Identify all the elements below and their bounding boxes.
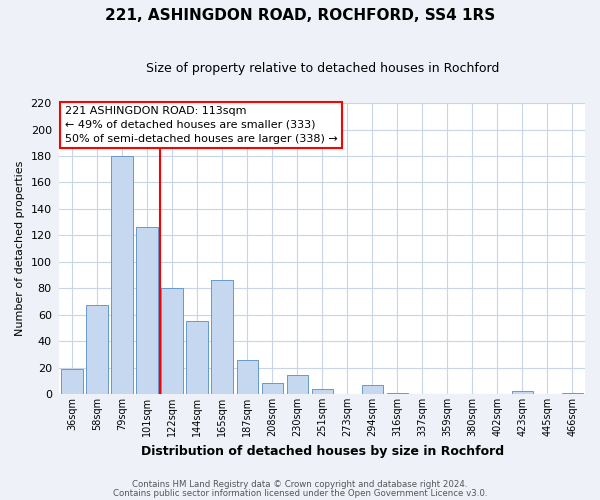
X-axis label: Distribution of detached houses by size in Rochford: Distribution of detached houses by size …	[140, 444, 504, 458]
Bar	[512, 392, 533, 394]
Bar	[262, 384, 283, 394]
Bar	[386, 392, 408, 394]
Bar	[161, 288, 182, 394]
Y-axis label: Number of detached properties: Number of detached properties	[15, 161, 25, 336]
Bar	[362, 385, 383, 394]
Bar	[112, 156, 133, 394]
Bar	[61, 369, 83, 394]
Bar	[236, 360, 258, 394]
Bar	[136, 228, 158, 394]
Text: 221 ASHINGDON ROAD: 113sqm
← 49% of detached houses are smaller (333)
50% of sem: 221 ASHINGDON ROAD: 113sqm ← 49% of deta…	[65, 106, 337, 144]
Bar	[287, 376, 308, 394]
Title: Size of property relative to detached houses in Rochford: Size of property relative to detached ho…	[146, 62, 499, 76]
Bar	[211, 280, 233, 394]
Bar	[187, 322, 208, 394]
Text: 221, ASHINGDON ROAD, ROCHFORD, SS4 1RS: 221, ASHINGDON ROAD, ROCHFORD, SS4 1RS	[105, 8, 495, 22]
Bar	[311, 388, 333, 394]
Bar	[562, 392, 583, 394]
Text: Contains public sector information licensed under the Open Government Licence v3: Contains public sector information licen…	[113, 488, 487, 498]
Text: Contains HM Land Registry data © Crown copyright and database right 2024.: Contains HM Land Registry data © Crown c…	[132, 480, 468, 489]
Bar	[86, 306, 107, 394]
